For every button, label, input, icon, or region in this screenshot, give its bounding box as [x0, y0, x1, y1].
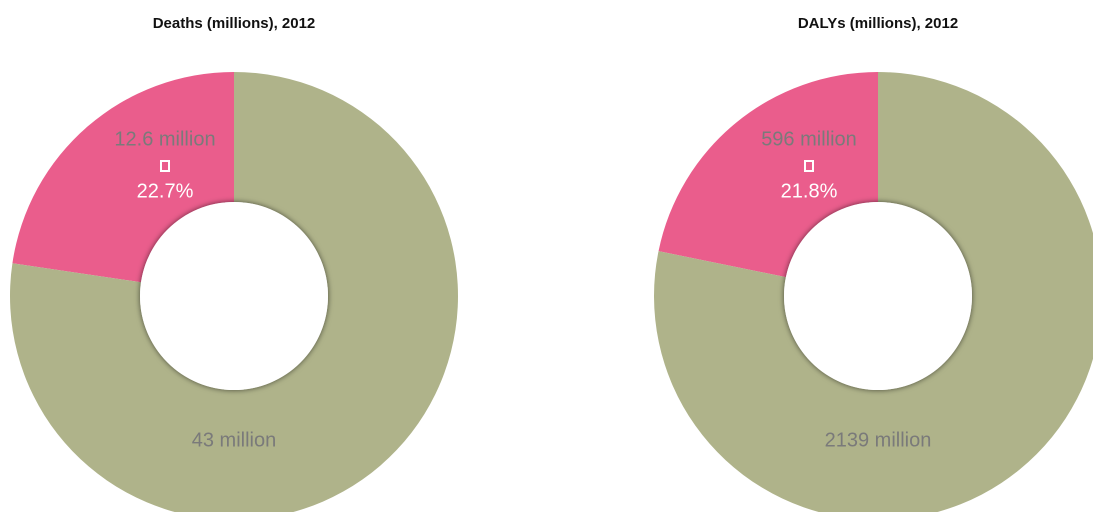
donut-hole [784, 202, 972, 390]
slice [12, 72, 234, 283]
chart-title: Deaths (millions), 2012 [153, 15, 316, 32]
slice [658, 71, 878, 278]
donut-hole [140, 202, 328, 390]
icon [804, 160, 814, 172]
percent-label: 22.7% [137, 180, 194, 202]
icon [160, 160, 170, 172]
value-label: 596 million [761, 128, 857, 150]
chart-title: DALYs (millions), 2012 [798, 15, 958, 32]
slice [10, 72, 458, 512]
value-label: 2139 million [825, 429, 932, 451]
percent-label: 21.8% [781, 180, 838, 202]
value-label: 43 million [192, 429, 276, 451]
slice [654, 72, 1093, 512]
value-label: 12.6 million [114, 128, 215, 150]
